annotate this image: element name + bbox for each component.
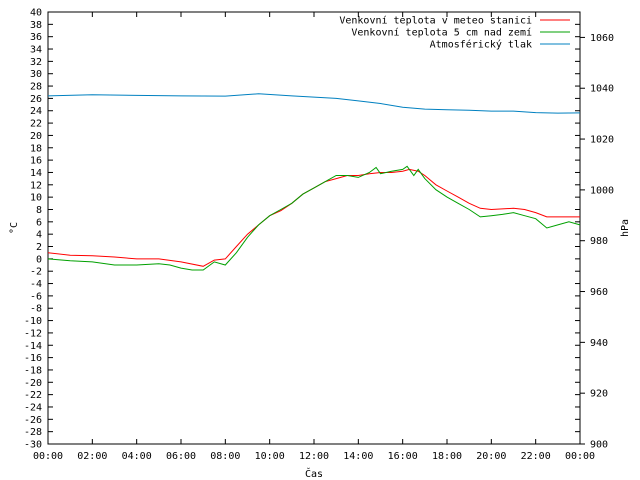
y-axis-label-left: °C — [9, 222, 20, 234]
left-tick-label: 30 — [30, 69, 42, 80]
x-tick-label: 16:00 — [388, 451, 418, 462]
plot-frame — [47, 11, 581, 445]
x-tick-label: 00:00 — [565, 451, 595, 462]
left-tick-label: -16 — [24, 353, 42, 364]
left-tick-label: 26 — [30, 94, 42, 105]
left-tick-label: -24 — [24, 402, 42, 413]
left-tick-label: 18 — [30, 143, 42, 154]
left-tick-label: 2 — [36, 242, 42, 253]
left-tick-label: -4 — [30, 279, 42, 290]
x-tick-label: 10:00 — [255, 451, 285, 462]
x-tick-label: 04:00 — [122, 451, 152, 462]
left-tick-label: 38 — [30, 20, 42, 31]
x-tick-label: 06:00 — [166, 451, 196, 462]
right-tick-label: 1000 — [590, 185, 614, 196]
left-tick-label: 20 — [30, 131, 42, 142]
left-tick-label: 12 — [30, 180, 42, 191]
x-axis-label: Čas — [305, 467, 323, 480]
x-tick-label: 08:00 — [210, 451, 240, 462]
left-tick-label: 24 — [30, 106, 42, 117]
right-tick-label: 1060 — [590, 33, 614, 44]
left-tick-label: 14 — [30, 168, 42, 179]
right-tick-label: 980 — [590, 236, 608, 247]
right-tick-label: 920 — [590, 389, 608, 400]
left-axis-ticks: 4038363432302826242220181614121086420-2-… — [24, 8, 580, 451]
left-tick-label: 8 — [36, 205, 42, 216]
left-tick-label: 32 — [30, 57, 42, 68]
y-axis-label-right: hPa — [620, 219, 631, 237]
left-tick-label: -14 — [24, 341, 42, 352]
series-layer — [47, 93, 581, 271]
left-tick-label: -10 — [24, 316, 42, 327]
x-tick-label: 14:00 — [343, 451, 373, 462]
left-tick-label: -30 — [24, 440, 42, 451]
left-tick-label: 22 — [30, 119, 42, 130]
left-tick-label: 0 — [36, 254, 42, 265]
legend: Venkovní teplota v meteo staniciVenkovní… — [339, 15, 570, 51]
left-tick-label: -18 — [24, 365, 42, 376]
right-tick-label: 940 — [590, 338, 608, 349]
right-tick-label: 1040 — [590, 84, 614, 95]
left-tick-label: 10 — [30, 193, 42, 204]
left-tick-label: 6 — [36, 217, 42, 228]
x-tick-label: 20:00 — [476, 451, 506, 462]
left-tick-label: -2 — [30, 267, 42, 278]
x-tick-label: 22:00 — [521, 451, 551, 462]
series-line — [47, 93, 581, 114]
x-tick-label: 12:00 — [299, 451, 329, 462]
left-tick-label: -8 — [30, 304, 42, 315]
right-tick-label: 1020 — [590, 135, 614, 146]
series-line — [47, 165, 581, 271]
x-axis-ticks: 00:00 02:00 04:00 06:00 08:00 10:00 12:00 14:00… — [33, 12, 595, 462]
x-tick-label: 18:00 — [432, 451, 462, 462]
left-tick-label: -6 — [30, 291, 42, 302]
left-tick-label: -28 — [24, 427, 42, 438]
legend-label: Venkovní teplota v meteo stanici — [339, 15, 532, 27]
left-tick-label: 36 — [30, 32, 42, 43]
left-tick-label: 4 — [36, 230, 42, 241]
left-tick-label: -26 — [24, 415, 42, 426]
series-line — [47, 168, 580, 267]
left-tick-label: 34 — [30, 45, 42, 56]
left-tick-label: 16 — [30, 156, 42, 167]
right-tick-label: 900 — [590, 440, 608, 451]
left-tick-label: -12 — [24, 328, 42, 339]
left-tick-label: -22 — [24, 390, 42, 401]
legend-label: Atmosférický tlak — [430, 39, 532, 51]
x-tick-label: 00:00 — [33, 451, 63, 462]
x-tick-label: 02:00 — [77, 451, 107, 462]
legend-label: Venkovní teplota 5 cm nad zemí — [351, 27, 532, 39]
right-tick-label: 960 — [590, 287, 608, 298]
left-tick-label: -20 — [24, 378, 42, 389]
left-tick-label: 40 — [30, 8, 42, 19]
right-axis-ticks: 1060 1040 1020 1000 980 960 940 920 900 — [580, 33, 614, 451]
left-tick-label: 28 — [30, 82, 42, 93]
